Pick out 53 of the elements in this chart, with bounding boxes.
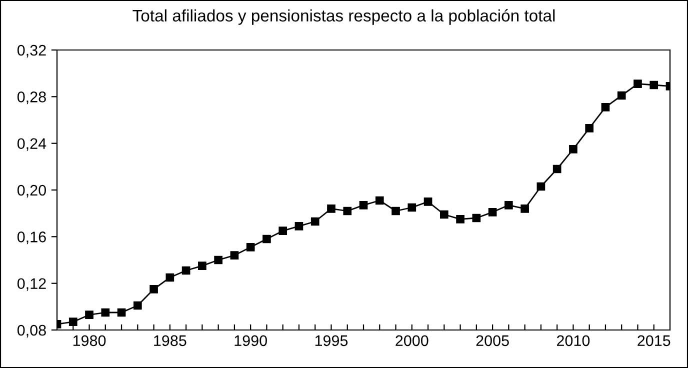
x-tick-label: 2015 xyxy=(638,335,670,346)
point xyxy=(585,124,594,132)
point xyxy=(182,266,190,275)
point xyxy=(278,226,288,235)
y-tick-label: 0,08 xyxy=(17,324,46,338)
point xyxy=(359,201,368,210)
point xyxy=(456,215,464,224)
point xyxy=(150,285,158,294)
y-tick-label: 0,32 xyxy=(17,44,46,58)
point xyxy=(392,206,400,216)
point xyxy=(85,310,94,319)
point xyxy=(424,198,432,206)
point xyxy=(310,217,320,226)
x-tick-label: 2010 xyxy=(556,335,590,346)
point xyxy=(634,80,642,88)
point xyxy=(166,273,174,282)
y-tick-label: 0,12 xyxy=(17,278,46,291)
point xyxy=(117,308,126,317)
point xyxy=(375,196,384,205)
point xyxy=(601,103,610,112)
point xyxy=(408,203,416,212)
point xyxy=(617,91,626,100)
y-tick-label: 0,16 xyxy=(17,232,46,244)
point xyxy=(472,214,481,222)
point xyxy=(230,251,239,260)
x-tick-label: 1995 xyxy=(315,335,348,346)
point xyxy=(504,201,513,210)
point xyxy=(440,210,448,219)
point xyxy=(214,256,222,264)
x-tick-label: 1985 xyxy=(154,335,186,346)
point xyxy=(569,145,578,154)
point xyxy=(101,308,110,317)
point xyxy=(198,262,206,270)
point xyxy=(246,243,255,252)
point xyxy=(262,234,271,244)
x-tick-label: 2000 xyxy=(396,335,428,346)
chart-title: Total afiliados y pensionistas respecto a la población total xyxy=(132,9,555,25)
x-tick-label: 2005 xyxy=(476,335,509,346)
point xyxy=(343,206,352,216)
y-tick-label: 0,28 xyxy=(17,92,46,104)
x-tick-label: 1990 xyxy=(234,335,267,346)
point xyxy=(68,318,78,326)
point xyxy=(520,204,529,213)
y-tick-label: 0,20 xyxy=(17,184,46,198)
point xyxy=(552,164,562,174)
point xyxy=(488,208,497,216)
point xyxy=(133,301,142,310)
point xyxy=(294,222,304,230)
point xyxy=(536,182,546,191)
point xyxy=(650,80,658,90)
point xyxy=(327,204,336,213)
x-tick-label: 1980 xyxy=(73,335,106,346)
y-tick-label: 0,24 xyxy=(17,138,46,151)
